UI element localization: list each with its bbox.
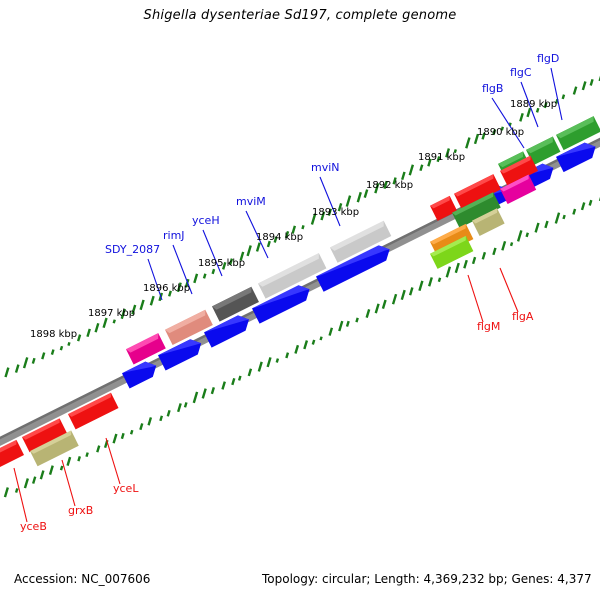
gene-label-grxB[interactable]: grxB xyxy=(68,504,93,517)
gene-cluster-flg xyxy=(430,155,539,269)
tick-label-2: 1891 kbp xyxy=(418,152,465,163)
tick-label-0: 1889 kbp xyxy=(510,99,557,110)
gene-label-SDY_2087[interactable]: SDY_2087 xyxy=(105,243,160,256)
gene-label-flgB[interactable]: flgB xyxy=(482,82,503,95)
gene-blue-rimJ[interactable] xyxy=(158,336,205,371)
tick-label-3: 1892 kbp xyxy=(366,180,413,191)
gene-label-flgC[interactable]: flgC xyxy=(510,66,532,79)
label-leader-lines xyxy=(13,67,563,523)
leader-line-mviM xyxy=(245,210,269,259)
gene-red-c[interactable] xyxy=(430,195,458,221)
gene-label-flgA[interactable]: flgA xyxy=(512,310,534,323)
gene-label-yceL[interactable]: yceL xyxy=(113,482,139,495)
gene-khaki-grxB[interactable] xyxy=(30,430,79,467)
gene-track-forward xyxy=(126,116,600,365)
gene-red-a[interactable] xyxy=(500,155,539,187)
gene-label-flgM[interactable]: flgM xyxy=(477,320,500,333)
gene-blue-mviM[interactable] xyxy=(252,282,313,324)
gene-label-rimJ[interactable]: rimJ xyxy=(163,229,185,242)
leader-line-SDY_2087 xyxy=(147,258,163,301)
leader-line-yceB xyxy=(13,467,28,523)
gene-blue-mviN[interactable] xyxy=(316,242,393,292)
gene-yellowgreen[interactable] xyxy=(430,235,474,269)
tick-label-6: 1895 kbp xyxy=(198,258,245,269)
tick-label-7: 1896 kbp xyxy=(143,283,190,294)
tick-label-1: 1890 kbp xyxy=(477,127,524,138)
gene-flgD-green[interactable] xyxy=(556,116,600,151)
gene-label-mviM[interactable]: mviM xyxy=(236,195,266,208)
gene-blue-sdy[interactable] xyxy=(122,358,160,389)
leader-line-flgB xyxy=(491,97,525,149)
leader-line-rimJ xyxy=(172,244,193,295)
gene-label-yceB[interactable]: yceB xyxy=(20,520,47,533)
gene-red-yceL[interactable] xyxy=(68,392,119,430)
page-title: Shigella dysenteriae Sd197, complete gen… xyxy=(143,8,457,23)
gene-green-dark[interactable] xyxy=(452,192,501,228)
gene-salmon[interactable] xyxy=(165,309,213,346)
gene-flgC-green[interactable] xyxy=(526,136,561,166)
leader-line-grxB xyxy=(61,459,76,507)
gene-lightgray-2[interactable] xyxy=(258,253,327,299)
tick-label-4: 1893 kbp xyxy=(312,207,359,218)
tick-label-5: 1894 kbp xyxy=(256,232,303,243)
leader-line-mviN xyxy=(319,176,341,227)
genome-stats-text: Topology: circular; Length: 4,369,232 bp… xyxy=(262,572,592,586)
leader-line-yceL xyxy=(105,437,121,485)
tick-label-8: 1897 kbp xyxy=(88,308,135,319)
gene-red-grxB[interactable] xyxy=(22,418,68,453)
gene-red-b[interactable] xyxy=(454,174,501,209)
gene-magenta[interactable] xyxy=(126,333,166,365)
gene-khaki-r[interactable] xyxy=(472,208,505,237)
leader-line-flgD xyxy=(550,67,563,121)
gc-skew-band-lower xyxy=(3,196,600,498)
leader-line-flgA xyxy=(499,267,519,313)
gene-label-mviN[interactable]: mviN xyxy=(311,161,340,174)
gene-cluster-yce xyxy=(0,392,119,471)
tick-label-group: 1889 kbp 1890 kbp 1891 kbp 1892 kbp 1893 kbp… xyxy=(30,99,557,340)
gene-label-flgD[interactable]: flgD xyxy=(537,52,559,65)
accession-text: Accession: NC_007606 xyxy=(14,572,151,586)
gene-blue-yceH[interactable] xyxy=(204,312,253,348)
gene-red-yceB[interactable] xyxy=(0,439,25,471)
gene-magenta-r[interactable] xyxy=(500,174,537,205)
gene-darkgray[interactable] xyxy=(212,286,259,322)
tick-label-9: 1898 kbp xyxy=(30,329,77,340)
leader-line-flgM xyxy=(467,274,484,323)
gene-blue-1[interactable] xyxy=(556,139,599,173)
gene-lightgray-1[interactable] xyxy=(330,220,392,263)
gene-label-yceH[interactable]: yceH xyxy=(192,214,220,227)
gc-skew-band-upper xyxy=(4,75,600,378)
leader-line-yceH xyxy=(202,229,223,277)
leader-line-flgC xyxy=(520,81,539,128)
